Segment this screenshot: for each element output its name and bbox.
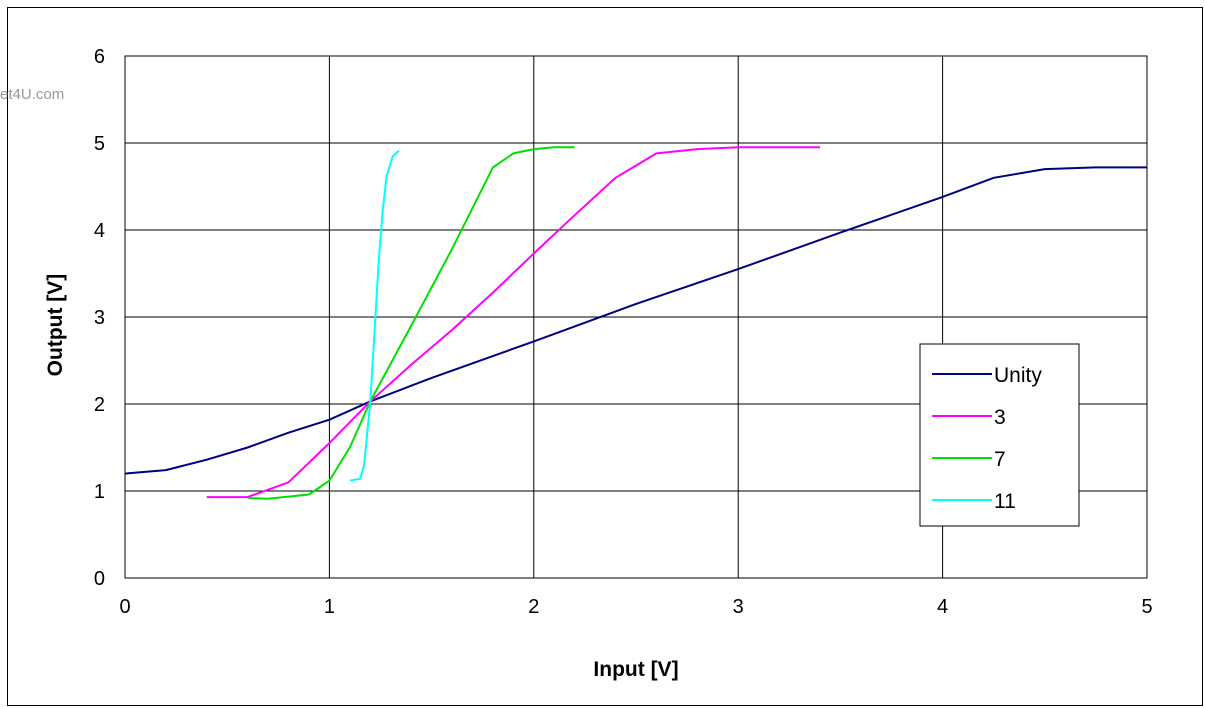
legend-label: Unity bbox=[994, 364, 1042, 387]
y-tick-label: 1 bbox=[94, 481, 105, 503]
y-tick-label: 6 bbox=[94, 46, 105, 68]
series-line-1 bbox=[124, 166, 1147, 475]
series-line-4 bbox=[349, 150, 400, 482]
legend: Unity 3 7 11 bbox=[919, 343, 1080, 527]
legend-label: 3 bbox=[994, 406, 1006, 429]
chart-frame bbox=[7, 7, 1203, 706]
series-line-3 bbox=[247, 146, 575, 500]
legend-label: 11 bbox=[994, 490, 1016, 513]
y-tick-label: 0 bbox=[94, 568, 105, 590]
tick-labels: 0 1 2 3 4 5 0 1 2 3 4 5 6 bbox=[94, 46, 1153, 618]
series-line-2 bbox=[206, 146, 820, 499]
legend-label: 7 bbox=[994, 448, 1006, 471]
y-tick-label: 2 bbox=[94, 394, 105, 416]
y-tick-label: 3 bbox=[94, 307, 105, 329]
watermark: et4U.com bbox=[0, 86, 65, 103]
x-tick-label: 3 bbox=[733, 596, 744, 618]
plot-area bbox=[124, 55, 1148, 579]
x-tick-label: 4 bbox=[937, 596, 948, 618]
x-axis-title: Input [V] bbox=[593, 658, 678, 681]
x-tick-label: 2 bbox=[528, 596, 539, 618]
y-axis-title: Output [V] bbox=[44, 274, 67, 377]
plot-border bbox=[124, 55, 1148, 579]
series-lines bbox=[124, 146, 1147, 500]
y-tick-label: 5 bbox=[94, 133, 105, 155]
x-tick-label: 1 bbox=[324, 596, 335, 618]
x-tick-label: 5 bbox=[1141, 596, 1152, 618]
y-tick-label: 4 bbox=[94, 220, 105, 242]
x-tick-label: 0 bbox=[119, 596, 130, 618]
